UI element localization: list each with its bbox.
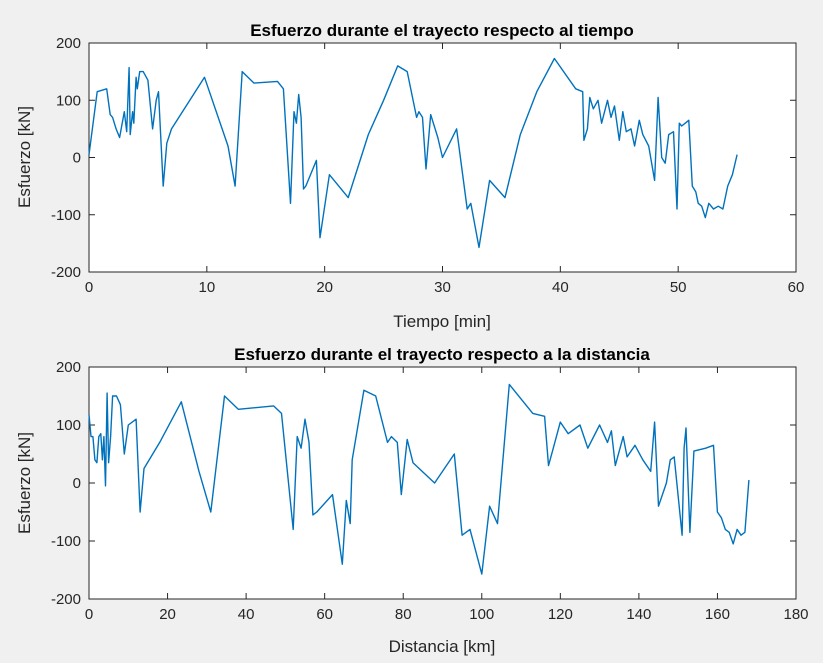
- x-tick-label-0: 0: [85, 606, 93, 623]
- y-axis-label-distance: Esfuerzo [kN]: [15, 432, 34, 534]
- y-tick-label-100: 100: [56, 92, 81, 109]
- y-tick-label--200: -200: [51, 264, 81, 281]
- x-axis-label-time: Tiempo [min]: [393, 312, 491, 331]
- x-tick-label-180: 180: [783, 606, 808, 623]
- x-tick-label-100: 100: [469, 606, 494, 623]
- x-tick-label-80: 80: [395, 606, 412, 623]
- chart-title-distance: Esfuerzo durante el trayecto respecto a …: [234, 345, 650, 364]
- y-tick-label-0: 0: [73, 150, 81, 167]
- y-tick-label-200: 200: [56, 359, 81, 376]
- chart-distance: 0 20 40 60 80 100 120 140 160 180-200-1000100200 …: [15, 345, 809, 656]
- plot-area-distance: [88, 366, 797, 600]
- y-axis-label-time: Esfuerzo [kN]: [15, 106, 34, 208]
- y-tick-label--100: -100: [51, 207, 81, 224]
- x-tick-label-60: 60: [316, 606, 333, 623]
- x-tick-label-60: 60: [788, 279, 805, 296]
- x-tick-label-160: 160: [705, 606, 730, 623]
- chart-title-time: Esfuerzo durante el trayecto respecto al…: [250, 21, 634, 40]
- ticks-distance: [88, 366, 797, 600]
- x-tick-label-120: 120: [548, 606, 573, 623]
- x-tick-label-50: 50: [670, 279, 687, 296]
- series-line-time: [88, 57, 738, 249]
- x-tick-label-140: 140: [626, 606, 651, 623]
- tick-labels-time: 0 10 20 30 40 50 60 -200 -100 0 100 200: [51, 35, 804, 296]
- x-tick-label-40: 40: [552, 279, 569, 296]
- y-tick-label--200: -200: [51, 591, 81, 608]
- x-tick-label-40: 40: [238, 606, 255, 623]
- tick-labels-distance: 0 20 40 60 80 100 120 140 160 180 -200 -100 0 100 200: [51, 359, 809, 623]
- x-tick-label-20: 20: [316, 279, 333, 296]
- x-axis-label-distance: Distancia [km]: [389, 637, 496, 656]
- x-tick-label-30: 30: [434, 279, 451, 296]
- y-tick-label--100: -100: [51, 533, 81, 550]
- y-tick-label-200: 200: [56, 35, 81, 52]
- x-tick-label-0: 0: [85, 279, 93, 296]
- x-tick-label-20: 20: [159, 606, 176, 623]
- y-tick-label-100: 100: [56, 417, 81, 434]
- y-tick-label-0: 0: [73, 475, 81, 492]
- series-line-distance: [88, 383, 750, 575]
- ticks-time: [88, 42, 797, 273]
- x-tick-label-10: 10: [198, 279, 215, 296]
- chart-time: 0 10 20 30 40 50 60 -200 -100 0 100 200 Esfuerzo du…: [15, 21, 804, 331]
